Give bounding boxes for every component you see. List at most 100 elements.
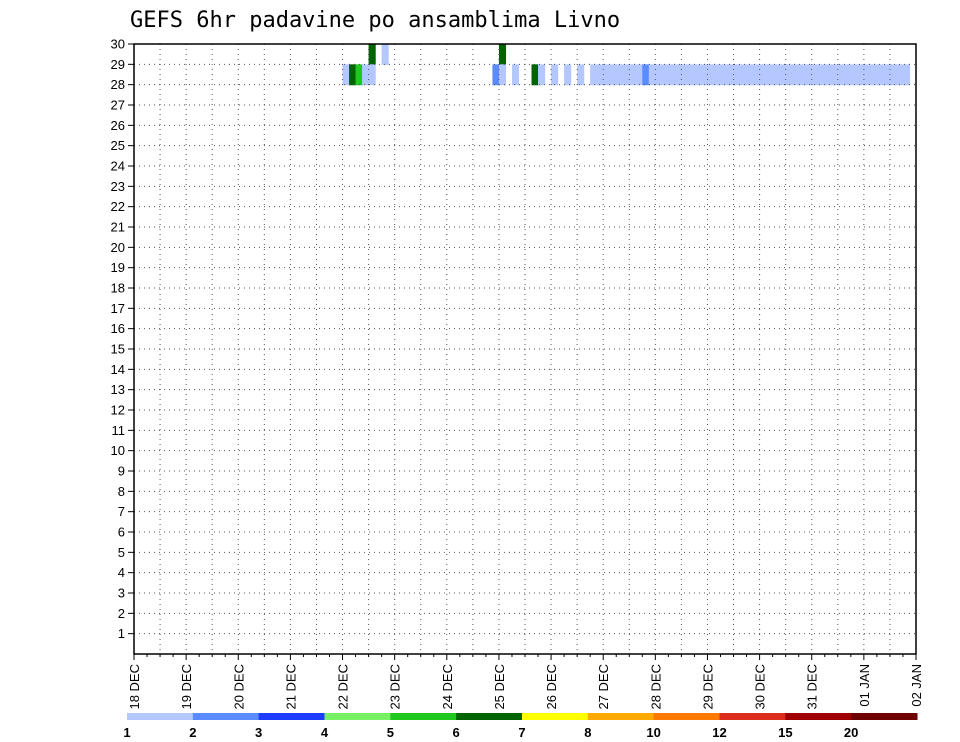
legend-swatch (456, 713, 523, 720)
heatmap-cell (577, 64, 585, 86)
heatmap-cell (694, 64, 702, 86)
y-tick-label: 17 (111, 301, 125, 316)
y-tick-label: 2 (118, 606, 125, 621)
legend: 1 2 3 4 5 6 7 8 10 12 15 20 (123, 713, 918, 740)
legend-label: 12 (712, 725, 726, 740)
gridlines (133, 44, 917, 654)
y-tick-label: 21 (111, 220, 125, 235)
heatmap-cell (538, 64, 546, 86)
heatmap-cell (733, 64, 741, 86)
heatmap-cell (713, 64, 722, 86)
y-tick-label: 6 (118, 525, 125, 540)
chart-title: GEFS 6hr padavine po ansamblima Livno (130, 8, 620, 33)
heatmap-cell (381, 44, 389, 65)
legend-swatch (522, 713, 589, 720)
y-tick-label: 19 (111, 260, 125, 275)
heatmap-cell (668, 64, 676, 86)
y-tick-label: 15 (111, 342, 125, 357)
y-tick-label: 7 (118, 504, 125, 519)
heatmap-cell (661, 64, 669, 86)
legend-label: 4 (321, 725, 329, 740)
heatmap-cell (740, 64, 748, 86)
heatmap-cell (896, 64, 904, 86)
legend-label: 15 (778, 725, 792, 740)
y-tick-label: 25 (111, 138, 125, 153)
heatmap-cell (674, 64, 682, 86)
heatmap-cell (655, 64, 663, 86)
x-tick-label: 18 DEC (127, 664, 142, 710)
heatmap-cell (648, 64, 656, 86)
heatmap-cell (753, 64, 761, 86)
x-tick-label: 21 DEC (283, 664, 298, 710)
y-tick-label: 4 (118, 565, 125, 580)
heatmap-cell (355, 64, 363, 86)
heatmap-cell (883, 64, 891, 86)
heatmap-cell (492, 64, 500, 86)
y-tick-label: 8 (118, 484, 125, 499)
y-tick-label: 28 (111, 77, 125, 92)
x-tick-label: 25 DEC (492, 664, 507, 710)
x-tick-label: 19 DEC (179, 664, 194, 710)
legend-swatch (851, 713, 918, 720)
heatmap-cell (902, 64, 911, 86)
heatmap-cell (707, 64, 715, 86)
heatmap-cell (349, 64, 357, 86)
legend-swatch (719, 713, 786, 720)
x-tick-label: 30 DEC (753, 664, 768, 710)
y-tick-label: 3 (118, 586, 125, 601)
legend-label: 6 (453, 725, 460, 740)
x-tick-label: 27 DEC (596, 664, 611, 710)
legend-swatch (390, 713, 457, 720)
heatmap-cells (342, 44, 911, 86)
heatmap-cell (616, 64, 624, 86)
legend-swatch (127, 713, 194, 720)
heatmap-cell (746, 64, 754, 86)
heatmap-cell (368, 44, 376, 65)
heatmap-cell (681, 64, 689, 86)
x-tick-label: 23 DEC (388, 664, 403, 710)
heatmap-cell (831, 64, 839, 86)
heatmap-cell (779, 64, 787, 86)
heatmap-cell (766, 64, 774, 86)
heatmap-cell (531, 64, 539, 86)
heatmap-cell (889, 64, 898, 86)
x-tick-label: 26 DEC (544, 664, 559, 710)
heatmap-cell (629, 64, 637, 86)
y-tick-label: 5 (118, 545, 125, 560)
heatmap-cell (863, 64, 871, 86)
heatmap-cell (687, 64, 696, 86)
heatmap-cell (818, 64, 826, 86)
heatmap-cell (837, 64, 845, 86)
heatmap-cell (498, 44, 507, 65)
legend-swatch (324, 713, 391, 720)
y-tick-label: 13 (111, 382, 125, 397)
heatmap-cell (876, 64, 885, 86)
legend-swatch (192, 713, 260, 720)
legend-label: 1 (123, 725, 130, 740)
heatmap-cell (622, 64, 630, 86)
x-tick-label: 20 DEC (231, 664, 246, 710)
y-tick-label: 26 (111, 118, 125, 133)
y-tick-label: 11 (112, 423, 126, 438)
heatmap-cell (700, 64, 709, 86)
y-tick-label: 14 (111, 362, 125, 377)
heatmap-cell (590, 64, 598, 86)
legend-label: 20 (844, 725, 858, 740)
legend-label: 8 (584, 725, 591, 740)
y-axis: 1234567891011121314151617181920212223242… (111, 37, 134, 641)
heatmap-cell (362, 64, 370, 86)
legend-swatch (587, 713, 655, 720)
heatmap-cell (511, 64, 520, 86)
heatmap-cell (603, 64, 611, 86)
legend-label: 3 (255, 725, 262, 740)
y-tick-label: 12 (111, 403, 125, 418)
heatmap-cell (564, 64, 572, 86)
x-tick-label: 02 JAN (909, 664, 924, 707)
y-tick-label: 18 (111, 281, 125, 296)
x-tick-label: 01 JAN (857, 664, 872, 707)
x-tick-label: 31 DEC (805, 664, 820, 710)
heatmap-cell (727, 64, 735, 86)
y-tick-label: 9 (118, 464, 125, 479)
